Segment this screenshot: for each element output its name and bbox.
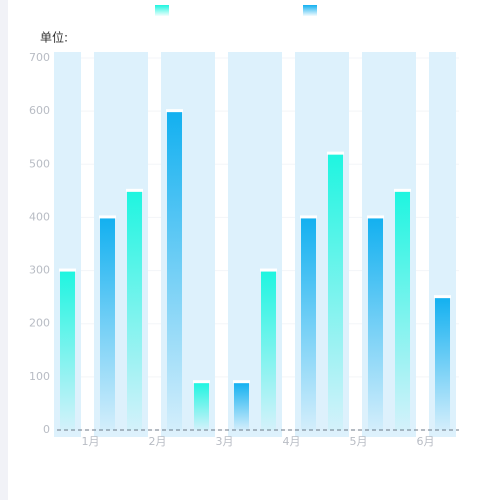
- bar: [167, 111, 182, 431]
- x-tick-label: 2月: [149, 435, 167, 448]
- bar-cap: [166, 109, 183, 113]
- y-tick-label: 200: [29, 317, 50, 330]
- legend-icon: [303, 5, 317, 16]
- bar: [127, 190, 142, 430]
- bar-cap: [126, 188, 143, 192]
- bar: [194, 382, 209, 430]
- y-tick-label: 600: [29, 104, 50, 117]
- x-tick-label: 3月: [216, 435, 234, 448]
- bar: [60, 270, 75, 430]
- bar-cap: [327, 151, 344, 155]
- bar-cap: [434, 295, 451, 299]
- y-tick-label: 0: [43, 423, 50, 436]
- bar-shadow: [228, 52, 255, 437]
- bar: [435, 297, 450, 430]
- bar: [234, 382, 249, 430]
- bar: [368, 217, 383, 430]
- bar-shadow: [188, 52, 215, 437]
- bar: [328, 153, 343, 430]
- y-tick-label: 400: [29, 210, 50, 223]
- y-tick-label: 700: [29, 51, 50, 64]
- bar: [261, 270, 276, 430]
- bar: [301, 217, 316, 430]
- side-strip: [0, 0, 8, 500]
- x-tick-label: 6月: [417, 435, 435, 448]
- bar-cap: [233, 380, 250, 384]
- bar: [100, 217, 115, 430]
- y-tick-label: 500: [29, 157, 50, 170]
- y-axis-label: 单位:: [40, 30, 68, 45]
- bar-cap: [260, 268, 277, 272]
- legend-icon: [155, 5, 169, 16]
- bar-cap: [193, 380, 210, 384]
- bar: [395, 190, 410, 430]
- bar-cap: [99, 215, 116, 219]
- x-tick-label: 4月: [283, 435, 301, 448]
- x-tick-label: 1月: [82, 435, 100, 448]
- bar-cap: [367, 215, 384, 219]
- bar-cap: [59, 268, 76, 272]
- bar-cap: [394, 188, 411, 192]
- y-tick-label: 100: [29, 370, 50, 383]
- y-tick-label: 300: [29, 264, 50, 277]
- bar-cap: [300, 215, 317, 219]
- x-tick-label: 5月: [350, 435, 368, 448]
